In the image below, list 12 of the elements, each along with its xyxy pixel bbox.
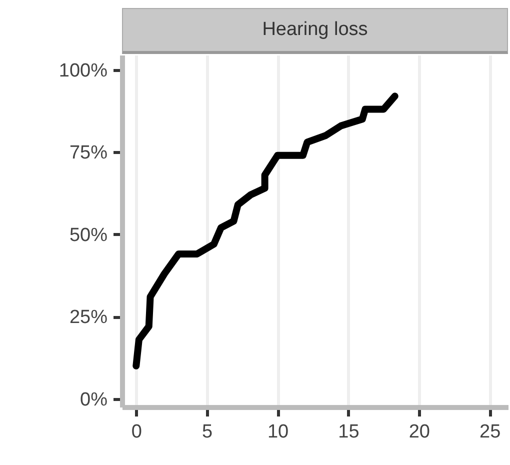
x-tick-label: 20 <box>408 422 430 442</box>
chart-title: Hearing loss <box>122 8 508 54</box>
x-tick-label: 5 <box>202 422 213 442</box>
y-tick-label: 25% <box>69 307 108 328</box>
x-tick-label: 25 <box>480 422 501 442</box>
y-tick-label: 50% <box>69 224 108 246</box>
x-tick-label: 10 <box>267 422 289 442</box>
x-tick-label: 15 <box>338 422 360 442</box>
y-tick-label: 100% <box>58 60 108 82</box>
y-tick-label: 75% <box>69 142 108 164</box>
x-tick-label: 0 <box>131 422 142 442</box>
y-tick-label: 0% <box>80 389 108 410</box>
